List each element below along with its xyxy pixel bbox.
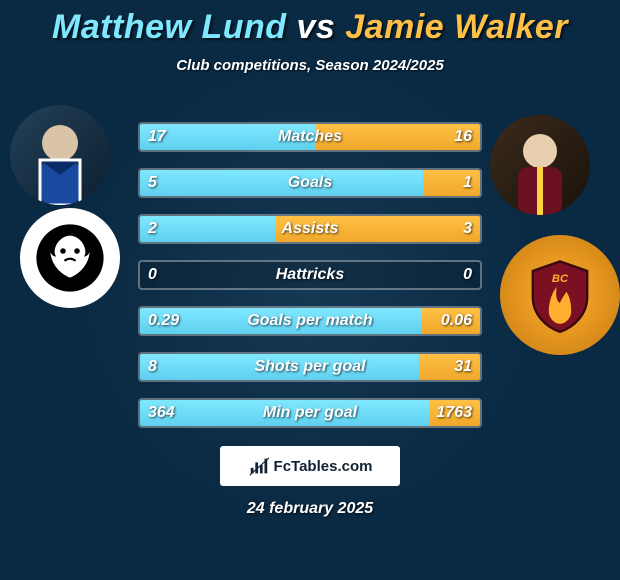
stat-bars-container: 1716Matches 51Goals 23Assists 00Hattricks 0.… [138, 122, 482, 444]
chart-icon [248, 455, 270, 477]
stat-row: 00Hattricks [138, 260, 482, 290]
branding-text: FcTables.com [274, 458, 373, 475]
stat-row: 0.290.06Goals per match [138, 306, 482, 336]
stat-row: 1716Matches [138, 122, 482, 152]
date-label: 24 february 2025 [0, 500, 620, 518]
vs-separator: vs [296, 8, 335, 46]
page-title: Matthew Lund vs Jamie Walker [0, 0, 620, 47]
stat-label: Matches [140, 124, 480, 150]
stat-label: Min per goal [140, 400, 480, 426]
comparison-infographic: Matthew Lund vs Jamie Walker Club compet… [0, 0, 620, 580]
branding-box: FcTables.com [220, 446, 400, 486]
stat-row: 3641763Min per goal [138, 398, 482, 428]
stat-row: 831Shots per goal [138, 352, 482, 382]
player2-name: Jamie Walker [345, 8, 568, 46]
player2-club-crest: BC [500, 235, 620, 355]
stat-label: Goals [140, 170, 480, 196]
player1-avatar [10, 105, 110, 205]
stat-label: Hattricks [140, 262, 480, 288]
player2-avatar [490, 115, 590, 215]
stat-label: Assists [140, 216, 480, 242]
stat-row: 23Assists [138, 214, 482, 244]
player1-club-crest [20, 208, 120, 308]
svg-text:BC: BC [552, 273, 569, 285]
stat-label: Goals per match [140, 308, 480, 334]
stat-label: Shots per goal [140, 354, 480, 380]
stat-row: 51Goals [138, 168, 482, 198]
subtitle: Club competitions, Season 2024/2025 [0, 57, 620, 74]
player1-name: Matthew Lund [52, 8, 287, 46]
